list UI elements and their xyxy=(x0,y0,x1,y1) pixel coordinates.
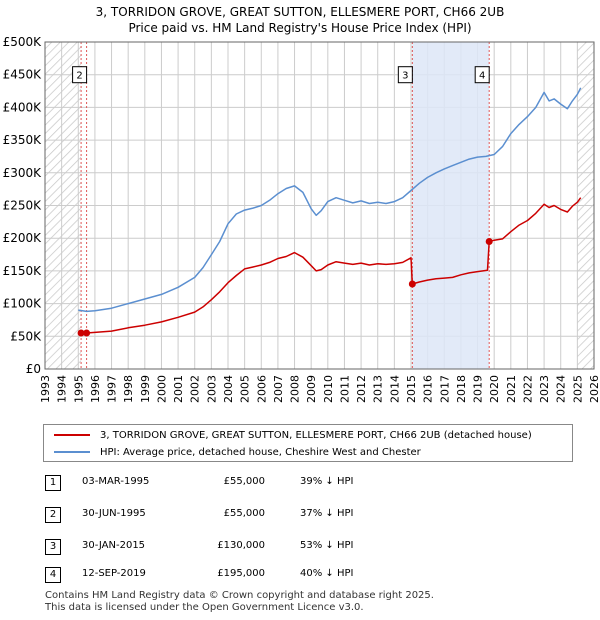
y-tick-label: £250K xyxy=(3,199,43,213)
x-tick-label: 2006 xyxy=(255,375,268,403)
y-tick-label: £350K xyxy=(3,133,43,147)
transaction-number: 1 xyxy=(45,475,61,491)
footer-copyright: Contains HM Land Registry data © Crown c… xyxy=(45,590,434,601)
x-tick-label: 2009 xyxy=(305,375,318,403)
x-tick-label: 2023 xyxy=(538,375,551,403)
transaction-price: £130,000 xyxy=(217,540,265,551)
x-tick-label: 2017 xyxy=(438,375,451,403)
transaction-date: 12-SEP-2019 xyxy=(82,568,146,579)
hpi-line xyxy=(78,87,582,313)
x-tick-label: 2025 xyxy=(571,375,584,403)
x-tick-label: 2004 xyxy=(222,375,235,403)
transaction-price: £195,000 xyxy=(217,568,265,579)
x-tick-label: 2008 xyxy=(289,375,302,403)
plot-frame xyxy=(44,41,595,370)
marker-label-4: 4 xyxy=(479,71,485,82)
y-tick-label: £500K xyxy=(3,35,43,49)
x-tick-label: 1995 xyxy=(72,375,85,403)
x-tick-label: 2005 xyxy=(239,375,252,403)
transaction-row: 1 03-MAR-1995 £55,000 39% ↓ HPI xyxy=(0,473,600,493)
chart-legend: 3, TORRIDON GROVE, GREAT SUTTON, ELLESME… xyxy=(43,424,573,462)
transaction-row: 2 30-JUN-1995 £55,000 37% ↓ HPI xyxy=(0,505,600,525)
transaction-number: 3 xyxy=(45,539,61,555)
transaction-date: 30-JAN-2015 xyxy=(82,540,146,551)
y-tick-label: £450K xyxy=(3,68,43,82)
transaction-price: £55,000 xyxy=(223,508,265,519)
legend-label-price: 3, TORRIDON GROVE, GREAT SUTTON, ELLESME… xyxy=(100,429,532,441)
x-tick-label: 2026 xyxy=(588,375,600,403)
x-tick-label: 1996 xyxy=(89,375,102,403)
transaction-hpi: 37% ↓ HPI xyxy=(300,508,354,519)
highlight-range xyxy=(412,42,490,369)
price-paid-line xyxy=(81,197,582,334)
x-tick-label: 2012 xyxy=(355,375,368,403)
x-tick-label: 1994 xyxy=(56,375,69,403)
x-tick-label: 1999 xyxy=(139,375,152,403)
x-tick-label: 2000 xyxy=(155,375,168,403)
x-tick-label: 2007 xyxy=(272,375,285,403)
transaction-hpi: 39% ↓ HPI xyxy=(300,476,354,487)
transaction-hpi: 53% ↓ HPI xyxy=(300,540,354,551)
marker-label-box-4 xyxy=(474,66,490,84)
x-tick-label: 2014 xyxy=(388,375,401,403)
transaction-number: 4 xyxy=(45,567,61,583)
y-tick-label: £50K xyxy=(10,329,42,343)
footer-license: This data is licensed under the Open Gov… xyxy=(45,602,364,613)
footer: Contains HM Land Registry data © Crown c… xyxy=(45,590,434,614)
x-tick-label: 2024 xyxy=(555,375,568,403)
y-tick-label: £150K xyxy=(3,264,43,278)
legend-swatch-hpi xyxy=(54,451,90,453)
x-tick-label: 2003 xyxy=(205,375,218,403)
legend-item-price: 3, TORRIDON GROVE, GREAT SUTTON, ELLESME… xyxy=(54,427,532,443)
marker-label-box-2 xyxy=(72,66,88,84)
transaction-date: 03-MAR-1995 xyxy=(82,476,150,487)
legend-label-hpi: HPI: Average price, detached house, Ches… xyxy=(100,446,421,458)
sale-marker-3 xyxy=(408,280,416,288)
price-chart: 2 3 4 £0 £50K £100K £150K £200K £250K £300K £350K… xyxy=(3,35,600,403)
transaction-row: 4 12-SEP-2019 £195,000 40% ↓ HPI xyxy=(0,565,600,585)
marker-label-2: 2 xyxy=(76,71,82,82)
x-tick-label: 2013 xyxy=(372,375,385,403)
x-tick-label: 2001 xyxy=(172,375,185,403)
x-tick-label: 2019 xyxy=(472,375,485,403)
legend-item-hpi: HPI: Average price, detached house, Ches… xyxy=(54,444,421,460)
x-tick-label: 2016 xyxy=(422,375,435,403)
transaction-row: 3 30-JAN-2015 £130,000 53% ↓ HPI xyxy=(0,537,600,557)
x-tick-label: 1993 xyxy=(39,375,52,403)
marker-label-3: 3 xyxy=(402,71,408,82)
transaction-number: 2 xyxy=(45,507,61,523)
transaction-hpi: 40% ↓ HPI xyxy=(300,568,354,579)
x-tick-label: 2015 xyxy=(405,375,418,403)
y-tick-label: £400K xyxy=(3,100,43,114)
y-tick-label: £200K xyxy=(3,231,43,245)
y-tick-label: £0 xyxy=(26,362,41,376)
chart-title: 3, TORRIDON GROVE, GREAT SUTTON, ELLESME… xyxy=(95,5,505,19)
x-tick-label: 2010 xyxy=(322,375,335,403)
x-tick-label: 2021 xyxy=(505,375,518,403)
x-tick-label: 1997 xyxy=(106,375,119,403)
x-tick-label: 1998 xyxy=(122,375,135,403)
x-tick-label: 2022 xyxy=(521,375,534,403)
transaction-price: £55,000 xyxy=(223,476,265,487)
x-tick-label: 2002 xyxy=(189,375,202,403)
sale-marker-4 xyxy=(485,237,493,245)
marker-label-box-3 xyxy=(397,66,413,84)
x-tick-label: 2018 xyxy=(455,375,468,403)
x-tick-label: 2011 xyxy=(338,375,351,403)
y-tick-label: £300K xyxy=(3,166,43,180)
transaction-date: 30-JUN-1995 xyxy=(82,508,146,519)
legend-swatch-price xyxy=(54,434,90,436)
sale-marker-2 xyxy=(83,329,91,337)
y-tick-label: £100K xyxy=(3,297,43,311)
sale-marker-1 xyxy=(77,329,85,337)
chart-subtitle: Price paid vs. HM Land Registry's House … xyxy=(128,21,472,35)
x-tick-label: 2020 xyxy=(488,375,501,403)
